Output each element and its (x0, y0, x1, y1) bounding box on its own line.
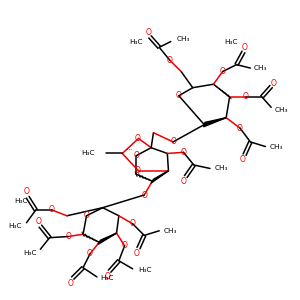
Text: H₃C: H₃C (8, 223, 22, 229)
Text: O: O (237, 124, 243, 133)
Text: H₃C: H₃C (81, 151, 94, 157)
Text: O: O (242, 43, 247, 52)
Text: CH₃: CH₃ (164, 228, 177, 234)
Text: O: O (239, 155, 245, 164)
Text: O: O (167, 56, 172, 64)
Text: O: O (170, 137, 176, 146)
Text: O: O (134, 166, 140, 175)
Polygon shape (151, 171, 169, 183)
Text: CH₃: CH₃ (214, 166, 228, 172)
Text: O: O (122, 241, 128, 250)
Text: O: O (35, 217, 41, 226)
Text: H₃C: H₃C (224, 38, 238, 44)
Text: O: O (68, 279, 73, 288)
Polygon shape (98, 233, 116, 244)
Text: H₃C: H₃C (23, 250, 37, 256)
Text: O: O (87, 249, 93, 258)
Text: H₃C: H₃C (130, 38, 143, 44)
Text: O: O (65, 232, 71, 241)
Text: CH₃: CH₃ (274, 106, 288, 112)
Text: O: O (181, 148, 186, 157)
Text: O: O (141, 190, 147, 200)
Text: O: O (220, 67, 226, 76)
Text: O: O (271, 79, 276, 88)
Text: O: O (134, 134, 140, 143)
Text: O: O (24, 187, 29, 196)
Text: H₃C: H₃C (14, 198, 28, 204)
Text: O: O (104, 272, 110, 281)
Text: ····: ···· (126, 148, 133, 152)
Text: O: O (133, 151, 139, 160)
Text: O: O (84, 211, 89, 220)
Text: H₃C: H₃C (139, 267, 152, 273)
Text: O: O (176, 91, 182, 100)
Text: O: O (130, 219, 136, 228)
Text: O: O (146, 28, 152, 37)
Text: CH₃: CH₃ (270, 143, 284, 149)
Text: O: O (181, 177, 186, 186)
Text: O: O (49, 206, 55, 214)
Text: H₃C: H₃C (100, 275, 114, 281)
Text: O: O (133, 249, 139, 258)
Polygon shape (203, 118, 226, 127)
Text: O: O (243, 92, 249, 101)
Text: CH₃: CH₃ (176, 36, 190, 42)
Text: CH₃: CH₃ (254, 65, 267, 71)
